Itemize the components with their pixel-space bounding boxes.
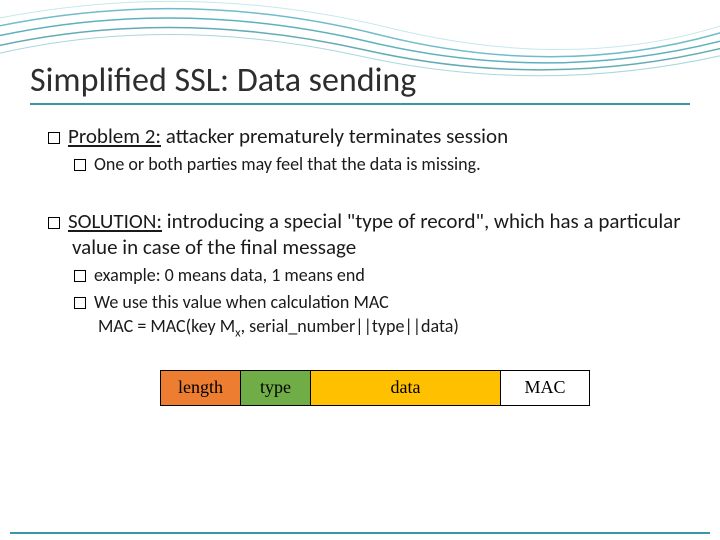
problem-bullet: Problem 2: attacker prematurely terminat… <box>48 123 690 149</box>
solution-sub1: example: 0 means data, 1 means end <box>74 264 690 287</box>
mac-formula: MAC = MAC(key Mx, serial_number||type||d… <box>98 315 690 341</box>
record-structure: length type data MAC <box>160 370 690 406</box>
problem-sub-bullet: One or both parties may feel that the da… <box>74 153 690 176</box>
solution-label: SOLUTION: <box>68 208 162 234</box>
problem-text: attacker prematurely terminates session <box>161 123 508 149</box>
bullet-icon <box>48 217 60 229</box>
footer-divider <box>10 532 710 534</box>
record-type-cell: type <box>240 370 310 406</box>
bullet-icon <box>48 132 60 144</box>
slide-title: Simplified SSL: Data sending <box>30 60 690 105</box>
solution-bullet: SOLUTION: introducing a special "type of… <box>48 208 690 261</box>
bullet-icon <box>74 270 86 282</box>
solution-text: introducing a special "type of record", … <box>72 208 681 260</box>
solution-sub1-text: example: 0 means data, 1 means end <box>94 264 365 286</box>
solution-sub2-text: We use this value when calculation MAC <box>94 291 389 313</box>
bullet-icon <box>74 159 86 171</box>
problem-label: Problem 2: <box>68 123 161 149</box>
bullet-icon <box>74 297 86 309</box>
problem-sub-text: One or both parties may feel that the da… <box>94 153 481 175</box>
record-data-cell: data <box>310 370 500 406</box>
formula-post: , serial_number||type||data) <box>241 315 459 337</box>
record-mac-cell: MAC <box>500 370 590 406</box>
formula-pre: MAC = MAC(key M <box>98 315 235 337</box>
record-length-cell: length <box>160 370 240 406</box>
slide-content: Simplified SSL: Data sending Problem 2: … <box>0 0 720 426</box>
solution-sub2: We use this value when calculation MAC <box>74 291 690 314</box>
